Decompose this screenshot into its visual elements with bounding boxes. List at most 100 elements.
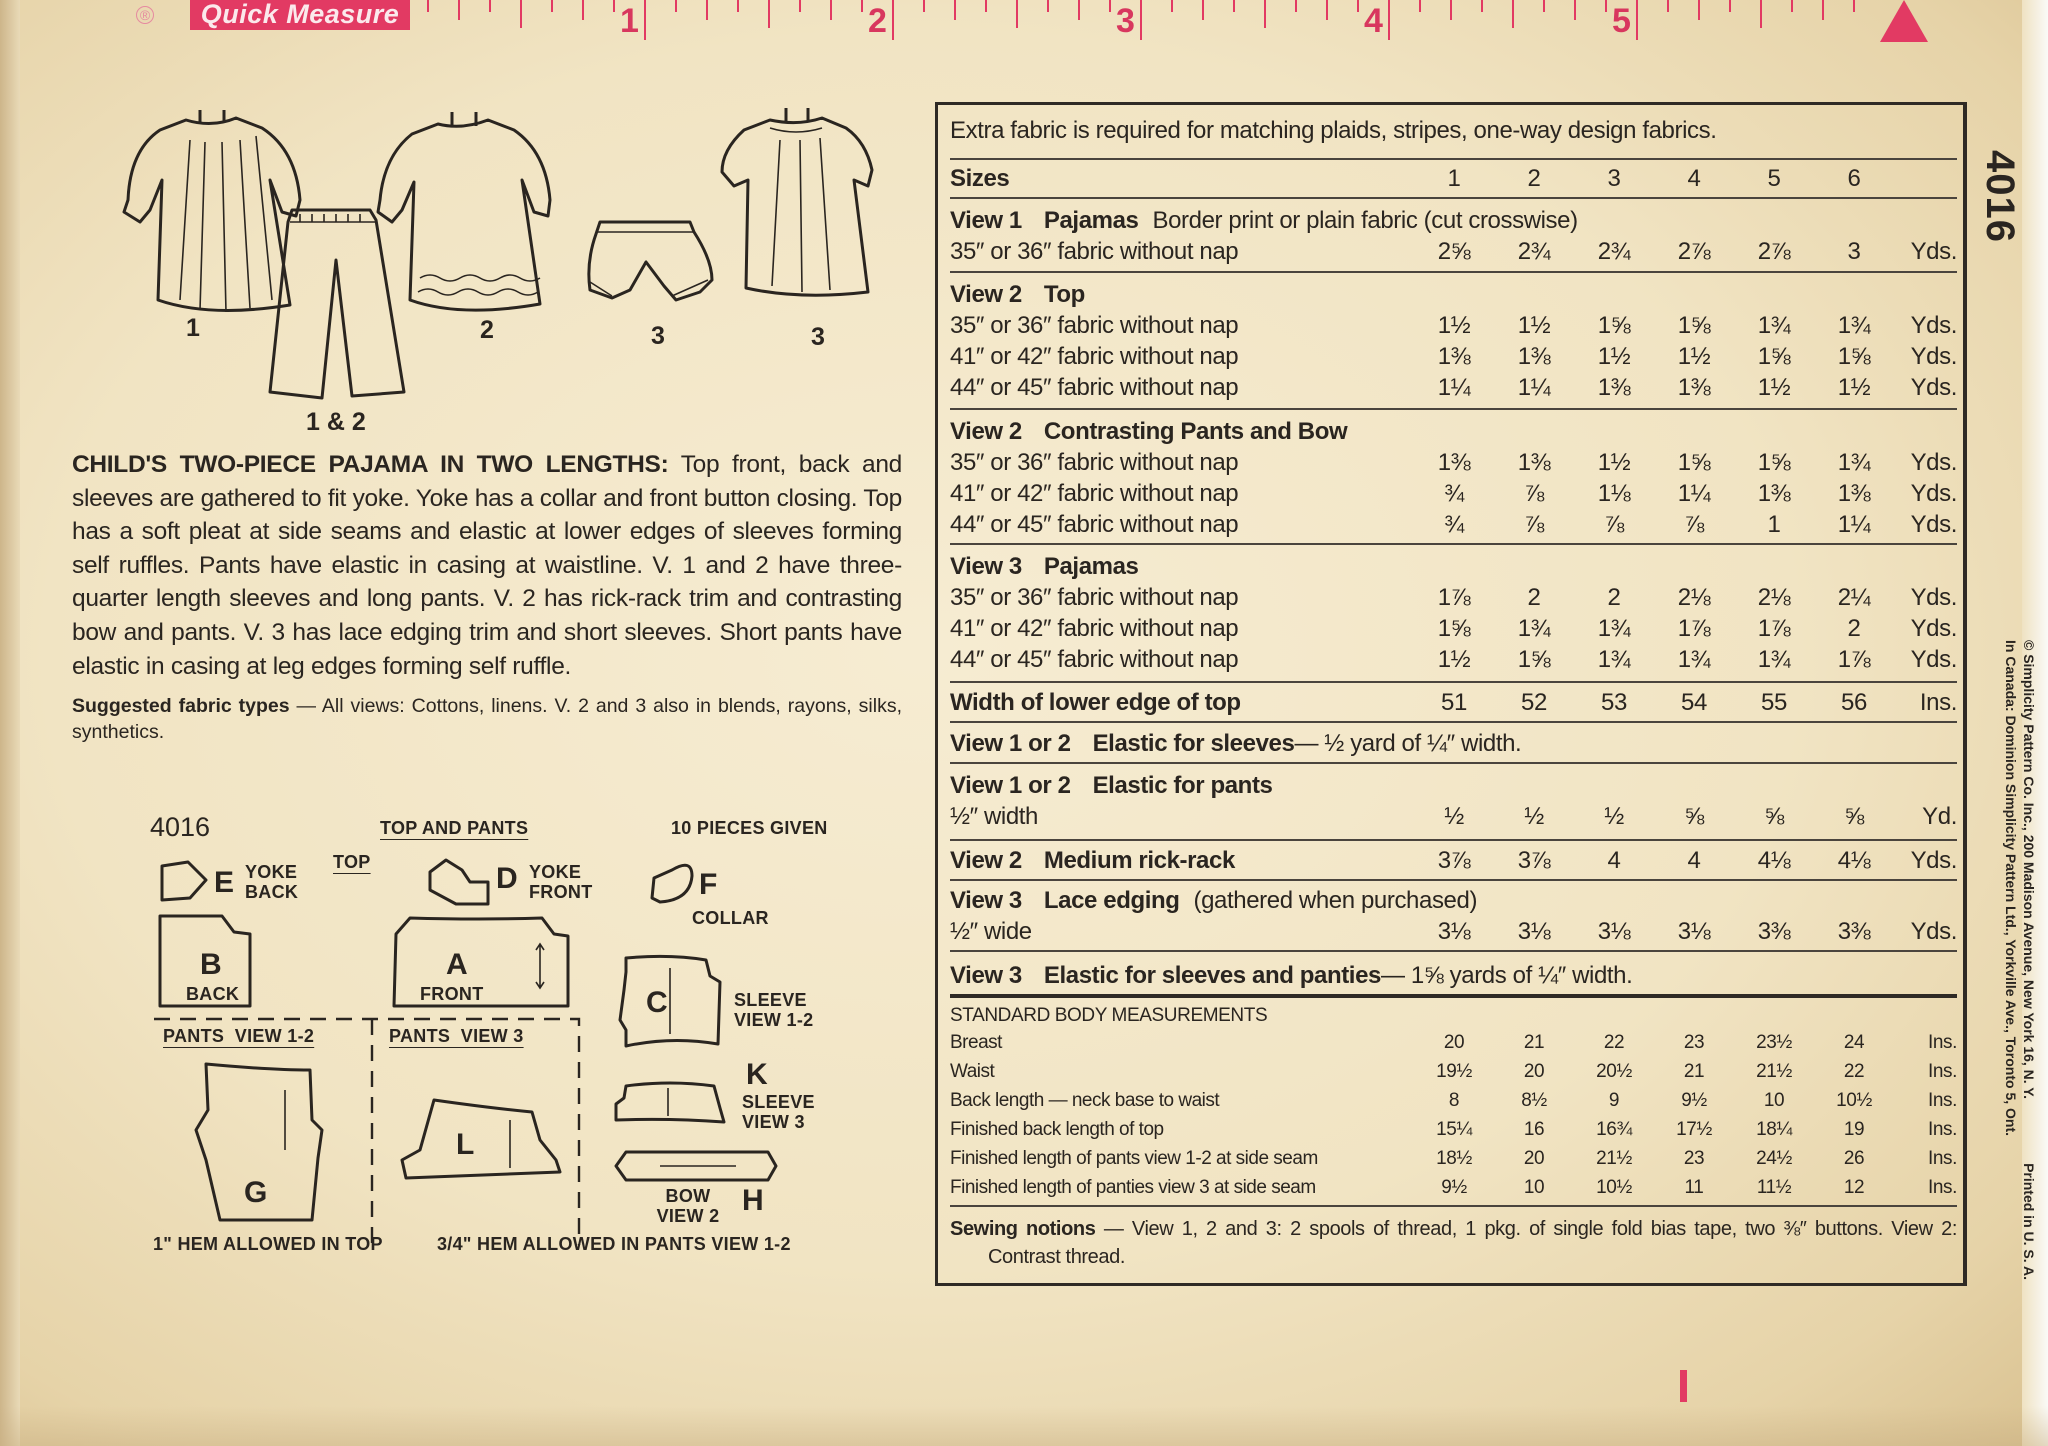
size-5-value: 1¾: [1757, 311, 1791, 339]
piece-h-name: BOW VIEW 2: [656, 1186, 720, 1226]
row-unit: Yds.: [1910, 373, 1958, 401]
size-6-value: 24: [1843, 1031, 1865, 1053]
ruler-tick: [520, 0, 522, 28]
piece-a-shape: [392, 916, 570, 1008]
row-unit: Yds.: [1910, 917, 1958, 945]
piece-h-letter: H: [742, 1184, 764, 1217]
row-label: Finished back length of top: [950, 1118, 1164, 1140]
size-1-value: 20: [1443, 1031, 1465, 1053]
size-1-value: 18½: [1436, 1147, 1472, 1169]
ruler-tick: [1388, 0, 1390, 40]
pieces-heading: TOP AND PANTS: [380, 818, 529, 838]
size-4-value: ⅝: [1684, 802, 1704, 830]
top-view-1-drawing: [122, 110, 302, 313]
yardage-row: 35″ or 36″ fabric without nap 1⅜ 1⅜ 1½ 1⅝ 1⅝ 1…: [950, 447, 1957, 478]
ruler-tick: [1822, 0, 1824, 20]
ruler-tick: [1729, 0, 1731, 12]
size-5-value: 1: [1767, 510, 1781, 538]
size-3-value: 10½: [1596, 1176, 1632, 1198]
piece-k-letter: K: [746, 1058, 768, 1091]
section-heading: View 1 or 2 Elastic for pants: [950, 770, 1957, 801]
ruler-number: 1: [620, 2, 639, 40]
size-2-value: 20: [1523, 1147, 1545, 1169]
piece-k-name: SLEEVE VIEW 3: [742, 1092, 815, 1132]
ruler-tick: [1295, 0, 1297, 12]
size-5-value: 18¼: [1756, 1118, 1792, 1140]
body-measurement-row: Breast 20 21 22 23 23½ 24 Ins.: [950, 1028, 1957, 1057]
ruler-tick: [582, 0, 584, 20]
yardage-row: 35″ or 36″ fabric without nap 1½ 1½ 1⅝ 1⅝ 1¾ 1…: [950, 310, 1957, 341]
size-5-value: 1½: [1757, 373, 1791, 401]
notions-label: Sewing notions: [950, 1218, 1096, 1240]
ruler-tick: [458, 0, 460, 20]
size-5-value: 11½: [1756, 1176, 1792, 1198]
extra-fabric-note: Extra fabric is required for matching pl…: [950, 116, 1717, 144]
section-heading: View 3 Pajamas: [950, 551, 1957, 582]
section-heading: View 2 Top: [950, 279, 1957, 310]
row-label: Breast: [950, 1031, 1002, 1053]
size-6-value: 1¾: [1837, 448, 1871, 476]
size-1-value: 3⅛: [1437, 917, 1471, 945]
ruler-tick: [768, 0, 770, 28]
size-4-value: 3⅛: [1677, 917, 1711, 945]
size-1-value: 9½: [1441, 1176, 1467, 1198]
rickrack-title: Medium rick-rack: [1043, 846, 1235, 874]
size-1-value: 19½: [1436, 1060, 1472, 1082]
section-heading: View 2 Contrasting Pants and Bow: [950, 416, 1957, 447]
section-heading: View 1 Pajamas Border print or plain fabri…: [950, 205, 1957, 236]
size-2-value: 1½: [1517, 311, 1551, 339]
piece-g-letter: G: [244, 1176, 268, 1209]
ruler-number: 2: [868, 2, 887, 40]
row-label: Waist: [950, 1060, 995, 1082]
width-lower-edge-block: Width of lower edge of top 51 52 53 54 55 56 In…: [950, 683, 1957, 723]
row-label: 35″ or 36″ fabric without nap: [950, 311, 1239, 339]
size-4-value: 1⅝: [1677, 311, 1711, 339]
row-label: Back length — neck base to waist: [950, 1089, 1220, 1111]
printed-in-line: Printed in U. S. A.: [2021, 1163, 2037, 1280]
row-unit: Yds.: [1910, 448, 1958, 476]
size-6-value: 22: [1843, 1060, 1865, 1082]
ruler-tick: [1326, 0, 1328, 20]
section-title: Elastic for sleeves and panties: [1043, 961, 1381, 989]
body-measurement-row: Finished length of panties view 3 at sid…: [950, 1173, 1957, 1202]
hem-pants-note: 3/4" HEM ALLOWED IN PANTS VIEW 1-2: [437, 1234, 791, 1254]
extra-fabric-note-row: Extra fabric is required for matching pl…: [950, 105, 1957, 160]
envelope-right-edge: [2022, 0, 2048, 1446]
size-5-value: 1⅜: [1757, 479, 1791, 507]
yardage-row: 41″ or 42″ fabric without nap ¾ ⅞ 1⅛ 1¼ 1⅜ 1⅜ Y…: [950, 478, 1957, 509]
section-view: View 3: [950, 886, 1022, 914]
description-body: Top front, back and sleeves are gathered…: [72, 451, 902, 680]
pieces-count: 10 PIECES GIVEN: [671, 818, 828, 838]
ruler-tick: [1202, 0, 1204, 20]
size-2-value: 10: [1523, 1176, 1545, 1198]
ruler-tick: [706, 0, 708, 20]
size-4-value: 23: [1683, 1031, 1705, 1053]
ruler-tick: [1543, 0, 1545, 12]
size-4-value: 21: [1683, 1060, 1705, 1082]
yardage-row: 41″ or 42″ fabric without nap 1⅝ 1¾ 1¾ 1⅞ 1⅞ 2…: [950, 613, 1957, 644]
size-5-value: 1¾: [1757, 645, 1791, 673]
quick-measure-label: Quick Measure: [190, 0, 410, 30]
ruler-tick: [1233, 0, 1235, 12]
size-2-value: 1¼: [1517, 373, 1551, 401]
description-title: CHILD'S TWO-PIECE PAJAMA IN TWO LENGTHS:: [72, 451, 669, 478]
ruler-tick: [954, 0, 956, 20]
ruler-tick: [1853, 0, 1855, 12]
size-3-value: 1½: [1597, 448, 1631, 476]
piece-h-shape: [614, 1150, 778, 1182]
row-unit: Ins.: [1927, 1031, 1957, 1053]
yardage-section: View 2 Top 35″ or 36″ fabric without nap 1½…: [950, 273, 1957, 410]
size-3-value: 1½: [1597, 342, 1631, 370]
ruler-tick: [489, 0, 491, 12]
size-3-value: 2¾: [1597, 237, 1631, 265]
size-5-value: 3⅜: [1757, 917, 1791, 945]
ruler-tick: [1698, 0, 1700, 20]
size-2-value: ½: [1524, 802, 1544, 830]
ruler-tick: [923, 0, 925, 12]
piece-b-name: BACK: [186, 984, 240, 1004]
piece-a-letter: A: [446, 948, 468, 981]
figure-label-view-1: 1: [186, 314, 200, 342]
size-4-value: 2⅛: [1677, 583, 1711, 611]
size-5-value: 4⅛: [1757, 846, 1791, 874]
size-header-5: 5: [1767, 164, 1781, 192]
